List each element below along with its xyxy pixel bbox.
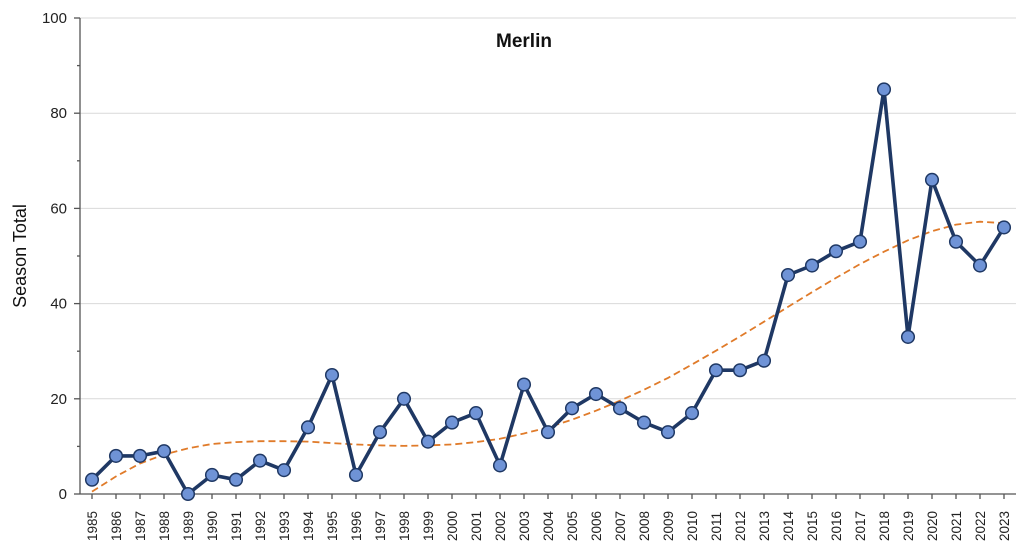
data-point: [924, 172, 940, 187]
data-point: [252, 453, 268, 468]
x-tick-label: 2017: [853, 511, 868, 541]
x-tick-label: 2018: [877, 511, 892, 541]
x-tick-label: 1990: [205, 511, 220, 541]
data-point: [108, 448, 124, 463]
x-tick-label: 2004: [541, 510, 556, 541]
y-tick-label: 20: [50, 391, 67, 408]
data-point: [972, 258, 988, 273]
x-tick-label: 2015: [805, 511, 820, 541]
data-point: [612, 401, 628, 416]
data-point: [708, 363, 724, 378]
x-tick-label: 2023: [997, 511, 1012, 541]
data-point: [84, 472, 100, 487]
x-tick-label: 1999: [421, 511, 436, 541]
x-tick-label: 2011: [709, 512, 724, 541]
data-point: [852, 234, 868, 249]
data-point: [564, 401, 580, 416]
x-tick-label: 2016: [829, 511, 844, 541]
data-point: [228, 472, 244, 487]
x-tick-label: 1995: [325, 511, 340, 541]
data-point: [948, 234, 964, 249]
data-point: [204, 467, 220, 483]
x-tick-label: 1994: [301, 510, 316, 541]
data-point: [540, 425, 556, 440]
x-tick-label: 2003: [517, 511, 532, 541]
x-tick-label: 2021: [949, 511, 964, 541]
x-tick-label: 2005: [565, 511, 580, 541]
data-point: [420, 434, 436, 449]
y-tick-label: 60: [50, 200, 67, 217]
data-point: [180, 486, 196, 502]
x-tick-label: 2022: [973, 511, 988, 541]
data-point: [876, 82, 892, 97]
data-point: [132, 448, 148, 463]
data-point: [636, 415, 652, 430]
data-point: [660, 425, 676, 440]
y-tick-label: 100: [42, 10, 67, 27]
data-point: [732, 363, 748, 378]
data-point: [468, 406, 484, 421]
x-tick-label: 2013: [757, 511, 772, 541]
data-point: [756, 353, 772, 368]
x-tick-label: 2000: [445, 511, 460, 541]
grid-lines: [80, 17, 1016, 400]
data-point: [804, 258, 820, 273]
data-point: [828, 244, 844, 259]
x-tick-label: 1997: [373, 511, 388, 541]
x-tick-labels: 1985 1986 1987 1988 1989 1990 1991 1992 1993 1994…: [85, 510, 1012, 541]
y-tick-label: 0: [59, 486, 67, 503]
x-tick-label: 1998: [397, 511, 412, 541]
data-point: [588, 386, 604, 402]
data-point: [780, 267, 796, 283]
data-point: [492, 458, 508, 473]
x-tick-label: 2019: [901, 511, 916, 541]
data-point: [516, 377, 532, 392]
season-total-series: [84, 82, 1012, 502]
x-tick-label: 2010: [685, 511, 700, 541]
trend-series: [91, 220, 1005, 493]
x-tick-label: 1996: [349, 511, 364, 541]
data-point: [996, 220, 1012, 235]
x-tick-label: 1985: [85, 511, 100, 541]
x-tick-label: 2012: [733, 511, 748, 541]
x-tick-label: 1988: [157, 511, 172, 541]
data-point: [348, 467, 364, 483]
x-tick-label: 1991: [229, 511, 244, 541]
data-point: [300, 420, 316, 435]
x-tick-label: 1992: [253, 511, 268, 541]
x-tick-label: 2001: [469, 511, 484, 541]
x-tick-label: 1986: [109, 511, 124, 541]
x-tick-label: 1989: [181, 511, 196, 541]
y-tick-label: 40: [50, 296, 67, 313]
x-tick-label: 2014: [781, 510, 796, 541]
trend-line: [91, 220, 1005, 493]
data-point: [684, 406, 700, 421]
data-point: [444, 415, 460, 430]
x-tick-label: 1987: [133, 511, 148, 541]
x-tick-label: 2009: [661, 511, 676, 541]
data-point: [156, 444, 172, 459]
chart-title: Merlin: [496, 31, 552, 52]
x-tick-label: 2008: [637, 511, 652, 541]
x-tick-label: 2007: [613, 511, 628, 541]
data-point: [900, 329, 916, 344]
data-point: [324, 367, 340, 383]
x-tick-label: 1993: [277, 511, 292, 541]
x-tick-label: 2020: [925, 511, 940, 541]
data-point: [372, 425, 388, 440]
data-point: [396, 391, 412, 406]
y-tick-labels: 0 20 40 60 80 100: [42, 10, 67, 503]
x-tick-label: 2006: [589, 511, 604, 541]
y-tick-label: 80: [50, 105, 67, 122]
x-tick-label: 2002: [493, 511, 508, 541]
data-point: [276, 463, 292, 478]
y-axis-label: Season Total: [10, 204, 30, 308]
